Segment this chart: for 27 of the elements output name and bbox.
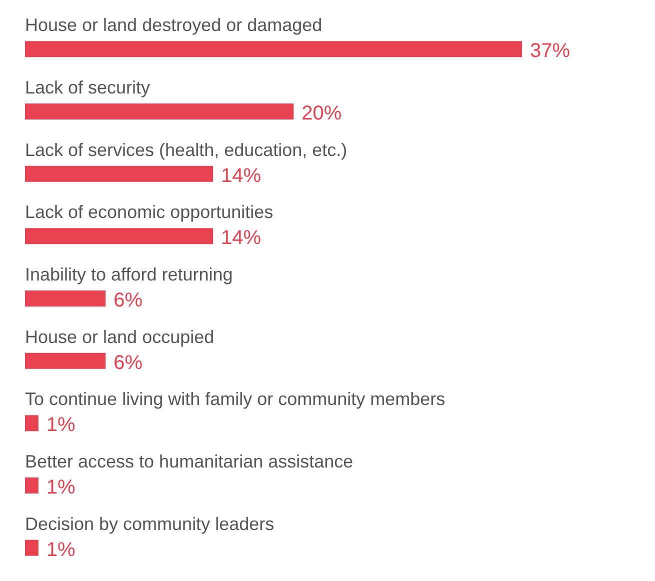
y-tick-label: Better access to humanitarian assistance — [25, 452, 354, 472]
y-tick-label: To continue living with family or community members — [25, 389, 446, 410]
y-tick-label: Lack of security — [25, 78, 150, 98]
bar — [25, 352, 106, 369]
data-label: 37% — [530, 40, 570, 62]
bar — [25, 478, 38, 494]
data-label: 1% — [46, 538, 76, 561]
data-label: 14% — [221, 227, 262, 250]
bar — [25, 290, 106, 306]
data-label: 14% — [221, 164, 262, 187]
y-tick-label: House or land occupied — [25, 326, 214, 347]
bar — [25, 540, 38, 556]
data-label: 20% — [302, 102, 342, 124]
bar — [25, 41, 522, 58]
data-label: 1% — [46, 476, 76, 498]
bar — [25, 228, 214, 244]
bar — [25, 104, 294, 120]
y-tick-label: Inability to afford returning — [25, 264, 233, 284]
y-tick-label: House or land destroyed or damaged — [25, 15, 322, 36]
data-label: 6% — [114, 352, 143, 374]
y-tick-label: Lack of services (health, education, etc.) — [25, 140, 348, 160]
bar — [25, 415, 38, 432]
y-tick-label: Decision by community leaders — [25, 514, 274, 534]
data-label: 6% — [114, 290, 143, 312]
data-label: 1% — [46, 414, 76, 436]
bar — [25, 166, 214, 182]
y-tick-label: Lack of economic opportunities — [25, 202, 274, 222]
